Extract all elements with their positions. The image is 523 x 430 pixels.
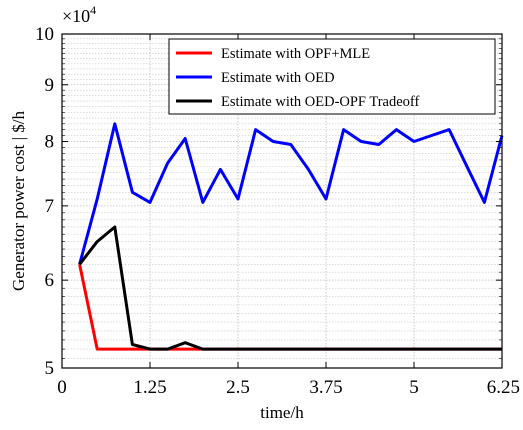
series-line-opf-mle <box>78 263 502 351</box>
y-tick-label: 5 <box>45 358 55 379</box>
x-tick-label: 6.25 <box>487 377 520 398</box>
legend-box <box>168 38 496 115</box>
y-tick-label: 10 <box>35 24 54 45</box>
y-axis-label: Generator power cost | $/h <box>9 111 28 291</box>
y-tick-label: 8 <box>45 132 55 153</box>
x-tick-label: 3.75 <box>309 377 342 398</box>
legend-entry-oed-opf-tradeoff: Estimate with OED-OPF Tradeoff <box>221 94 419 110</box>
legend-entry-oed: Estimate with OED <box>221 70 335 86</box>
y-tick-label: 7 <box>45 196 55 217</box>
x-tick-label: 0 <box>57 377 67 398</box>
x-tick-label: 2.5 <box>226 377 250 398</box>
x-axis-label: time/h <box>260 403 304 422</box>
legend: Estimate with OPF+MLE Estimate with OED … <box>168 38 496 115</box>
series-line-oed <box>78 122 504 265</box>
axis-ticks: 5 6 7 8 9 10 0 1.25 2.5 3.75 5 6.25 <box>35 24 520 398</box>
y-tick-label: 6 <box>45 270 55 291</box>
series-line-oed-opf-tradeoff <box>78 225 502 351</box>
plot-area-frame <box>61 33 503 369</box>
y-tick-label: 9 <box>45 75 55 96</box>
series-lines <box>78 122 504 351</box>
x-tick-label: 1.25 <box>133 377 166 398</box>
legend-entry-opf-mle: Estimate with OPF+MLE <box>221 46 370 62</box>
y-multiplier-label: ×104 <box>62 3 96 26</box>
x-tick-label: 5 <box>409 377 419 398</box>
